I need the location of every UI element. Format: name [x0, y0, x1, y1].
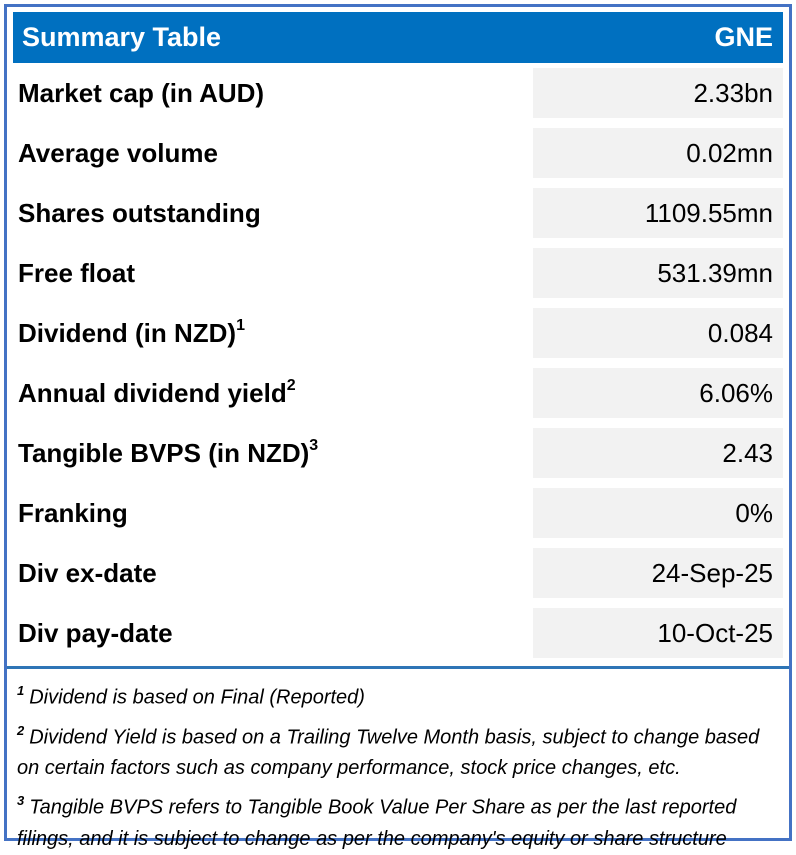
- row-value: 1109.55mn: [533, 188, 783, 238]
- row-label-text: Annual dividend yield: [18, 377, 287, 408]
- row-label: Free float: [13, 258, 135, 289]
- row-label-text: Div pay-date: [18, 617, 173, 648]
- footnotes-section: 1 Dividend is based on Final (Reported) 2…: [13, 669, 783, 855]
- row-value: 0.084: [533, 308, 783, 358]
- footnote-superscript: 3: [17, 793, 25, 809]
- row-label: Annual dividend yield2: [13, 376, 296, 409]
- row-label: Franking: [13, 498, 128, 529]
- row-label: Tangible BVPS (in NZD)3: [13, 436, 319, 469]
- table-body: Market cap (in AUD) 2.33bn Average volum…: [13, 63, 783, 663]
- row-label: Div pay-date: [13, 618, 173, 649]
- row-label-text: Franking: [18, 497, 128, 528]
- row-value: 2.43: [533, 428, 783, 478]
- row-label: Average volume: [13, 138, 218, 169]
- row-value: 531.39mn: [533, 248, 783, 298]
- row-label-text: Tangible BVPS (in NZD): [18, 437, 310, 468]
- table-row-dividend: Dividend (in NZD)1 0.084: [13, 303, 783, 363]
- footnote-1: 1 Dividend is based on Final (Reported): [17, 676, 779, 714]
- row-label-superscript: 1: [236, 316, 245, 334]
- footnote-3: 3 Tangible BVPS refers to Tangible Book V…: [17, 786, 779, 855]
- footnote-2: 2 Dividend Yield is based on a Trailing T…: [17, 716, 779, 785]
- table-row-market-cap: Market cap (in AUD) 2.33bn: [13, 63, 783, 123]
- row-label: Market cap (in AUD): [13, 78, 264, 109]
- row-label-text: Dividend (in NZD): [18, 317, 237, 348]
- table-row-franking: Franking 0%: [13, 483, 783, 543]
- table-row-div-pay-date: Div pay-date 10-Oct-25: [13, 603, 783, 663]
- row-label-text: Market cap (in AUD): [18, 77, 265, 108]
- row-label-text: Average volume: [18, 137, 218, 168]
- row-value: 10-Oct-25: [533, 608, 783, 658]
- row-label-text: Shares outstanding: [18, 197, 261, 228]
- row-label-superscript: 2: [286, 376, 296, 394]
- row-label-text: Div ex-date: [18, 557, 157, 588]
- row-value: 0%: [533, 488, 783, 538]
- footnote-text: Dividend Yield is based on a Trailing Tw…: [17, 726, 760, 780]
- row-label: Shares outstanding: [13, 198, 261, 229]
- table-row-free-float: Free float 531.39mn: [13, 243, 783, 303]
- footnote-separator-rule: [7, 666, 789, 669]
- ticker-symbol: GNE: [714, 22, 773, 52]
- row-value: 0.02mn: [533, 128, 783, 178]
- row-label: Div ex-date: [13, 558, 157, 589]
- footnote-superscript: 1: [17, 683, 25, 698]
- table-header-bar: Summary Table GNE: [13, 12, 783, 63]
- row-label-text: Free float: [18, 257, 136, 288]
- row-value: 6.06%: [533, 368, 783, 418]
- row-label: Dividend (in NZD)1: [13, 316, 245, 349]
- row-value: 24-Sep-25: [533, 548, 783, 598]
- table-row-shares-outstanding: Shares outstanding 1109.55mn: [13, 183, 783, 243]
- footnote-text: Tangible BVPS refers to Tangible Book Va…: [17, 796, 737, 850]
- table-row-tangible-bvps: Tangible BVPS (in NZD)3 2.43: [13, 423, 783, 483]
- footnote-superscript: 2: [17, 722, 25, 738]
- row-value: 2.33bn: [533, 68, 783, 118]
- table-row-average-volume: Average volume 0.02mn: [13, 123, 783, 183]
- table-row-annual-dividend-yield: Annual dividend yield2 6.06%: [13, 363, 783, 423]
- table-row-div-ex-date: Div ex-date 24-Sep-25: [13, 543, 783, 603]
- footnote-text: Dividend is based on Final (Reported): [29, 686, 365, 709]
- row-label-superscript: 3: [309, 436, 319, 454]
- summary-table-panel: Summary Table GNE Market cap (in AUD) 2.…: [4, 4, 792, 850]
- table-title: Summary Table: [22, 22, 222, 52]
